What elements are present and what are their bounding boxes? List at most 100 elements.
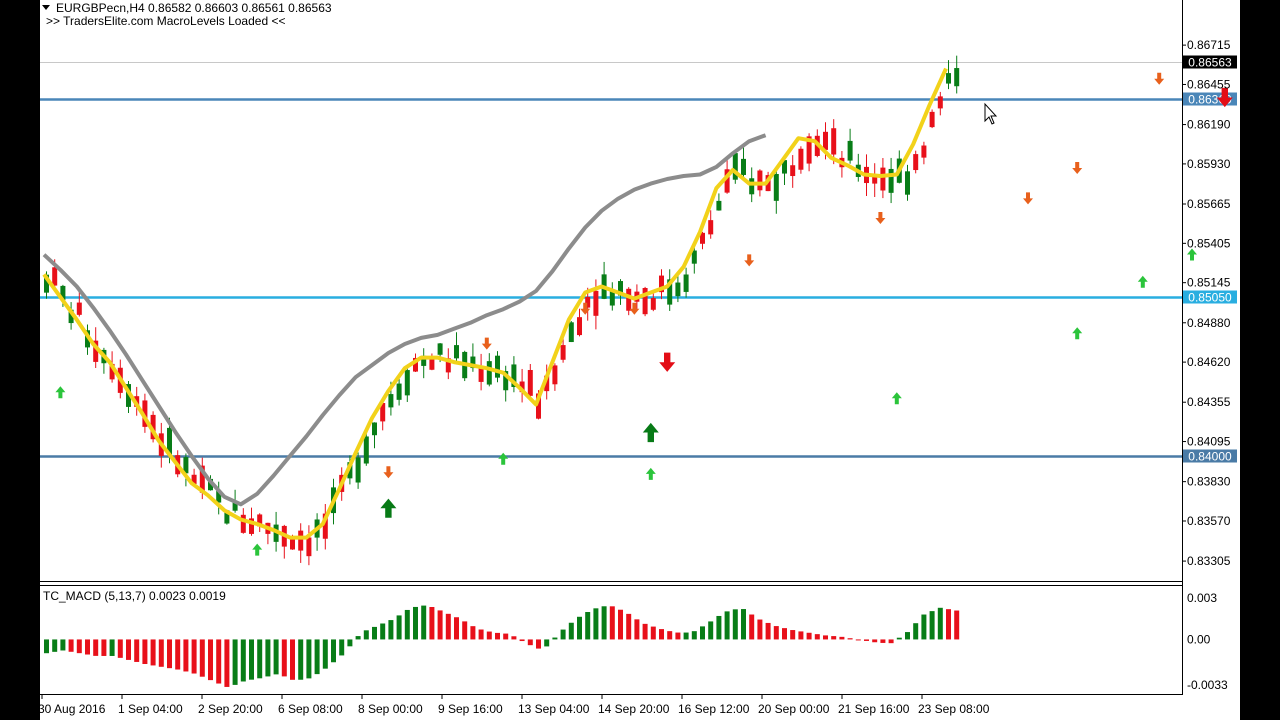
candle-body (937, 96, 943, 109)
candle-body (44, 274, 49, 293)
macd-bar (478, 629, 484, 640)
candle-body (659, 275, 664, 293)
macd-bar (749, 614, 755, 640)
buy-signal-arrow-icon (645, 467, 656, 480)
macd-bar (905, 632, 910, 640)
candle-body (511, 364, 517, 388)
price-tick-label: 0.86190 (1187, 118, 1231, 132)
macd-bar (314, 639, 320, 675)
macd-bar (76, 639, 82, 654)
candle-body (921, 145, 927, 158)
chart-window[interactable]: 0.86360 0.85050 0.84000 0.86563 0.86715 0.86… (40, 0, 1240, 720)
macrolevels-message: >> TradersElite.com MacroLevels Loaded <… (46, 14, 285, 28)
candle-body (68, 309, 74, 324)
macd-bar (93, 639, 99, 656)
macd-bar (109, 639, 115, 656)
macd-bar (552, 637, 558, 640)
strong-buy-arrow-icon (380, 498, 397, 518)
macd-bar (618, 609, 623, 640)
macd-bar (44, 639, 49, 654)
macd-bar (199, 639, 205, 677)
macd-bar (601, 606, 607, 640)
dropdown-icon[interactable] (42, 5, 50, 10)
candle-body (667, 279, 673, 305)
candle-body (306, 537, 312, 557)
time-tick-label: 23 Sep 08:00 (918, 702, 990, 716)
macd-bar (183, 639, 189, 672)
level-price-label-2: 0.84000 (1188, 450, 1232, 464)
candle-body (544, 375, 550, 392)
macd-bar (913, 623, 919, 640)
macd-bar (142, 639, 148, 664)
candle-body (642, 287, 648, 315)
macd-bar (642, 623, 648, 640)
macd-bar (782, 628, 787, 640)
level-price-tag-1 (1183, 290, 1237, 304)
candle-body (732, 153, 738, 180)
macd-bar (946, 609, 951, 640)
candle-body (437, 343, 443, 355)
macd-bar (347, 639, 353, 647)
macd-bar (372, 626, 377, 640)
time-tick-label: 6 Sep 08:00 (278, 702, 343, 716)
candle-body (798, 148, 804, 170)
macd-bar (413, 606, 418, 640)
macd-bar (495, 632, 500, 640)
candle-body (478, 366, 484, 382)
sell-signal-arrow-icon (481, 337, 492, 350)
price-tick-label: 0.83305 (1187, 554, 1231, 568)
candle-body (609, 290, 615, 306)
mouse-cursor-icon (984, 102, 998, 125)
candle-body (700, 232, 705, 244)
macd-bar (429, 606, 435, 640)
macd-bar (683, 632, 689, 640)
slow-ma-line (42, 133, 767, 507)
macd-bar (158, 639, 164, 667)
macd-bar (773, 626, 779, 640)
candle-body (290, 538, 295, 550)
candle-body (240, 514, 246, 533)
time-tick-label: 2 Sep 20:00 (198, 702, 263, 716)
macd-bar (839, 636, 845, 640)
macd-bar (216, 639, 222, 684)
candle-body (52, 267, 58, 286)
macd-bar (380, 623, 386, 640)
current-price-tag (1183, 55, 1237, 69)
macd-bar (232, 639, 238, 685)
macd-bar (864, 639, 869, 641)
candle-body (577, 317, 582, 336)
strong-sell-arrow-icon (659, 352, 676, 372)
macd-bar (593, 608, 599, 640)
sell-signal-arrow-icon (875, 211, 886, 224)
candle-body (650, 298, 656, 310)
macd-bar (757, 619, 763, 640)
sell-signal-arrow-icon (1154, 72, 1165, 85)
macd-bar (290, 639, 295, 680)
candle-body (126, 384, 131, 407)
macd-bar (126, 639, 131, 660)
macd-bar (52, 639, 58, 652)
candle-body (224, 510, 230, 524)
candle-body (708, 220, 714, 235)
candle-body (216, 490, 222, 503)
candle-body (396, 383, 402, 400)
price-tick-label: 0.85405 (1187, 236, 1231, 250)
candle-body (257, 514, 263, 527)
macd-bar (363, 630, 369, 640)
macd-bar (921, 614, 927, 640)
macd-tick-label: 0.00 (1187, 632, 1211, 646)
price-tick-label: 0.86715 (1187, 38, 1231, 52)
macd-tick-label: 0.003 (1187, 591, 1217, 605)
price-tick-label: 0.85145 (1187, 276, 1231, 290)
macd-bar (536, 639, 541, 649)
candle-body (806, 136, 812, 164)
candle-body (380, 402, 386, 422)
candle-body (76, 302, 82, 315)
macd-bar (396, 615, 402, 640)
candle-body (232, 501, 238, 511)
macd-bar (208, 639, 213, 681)
macd-bar (249, 639, 254, 680)
macd-bar (306, 639, 312, 679)
macd-bar (167, 639, 172, 669)
